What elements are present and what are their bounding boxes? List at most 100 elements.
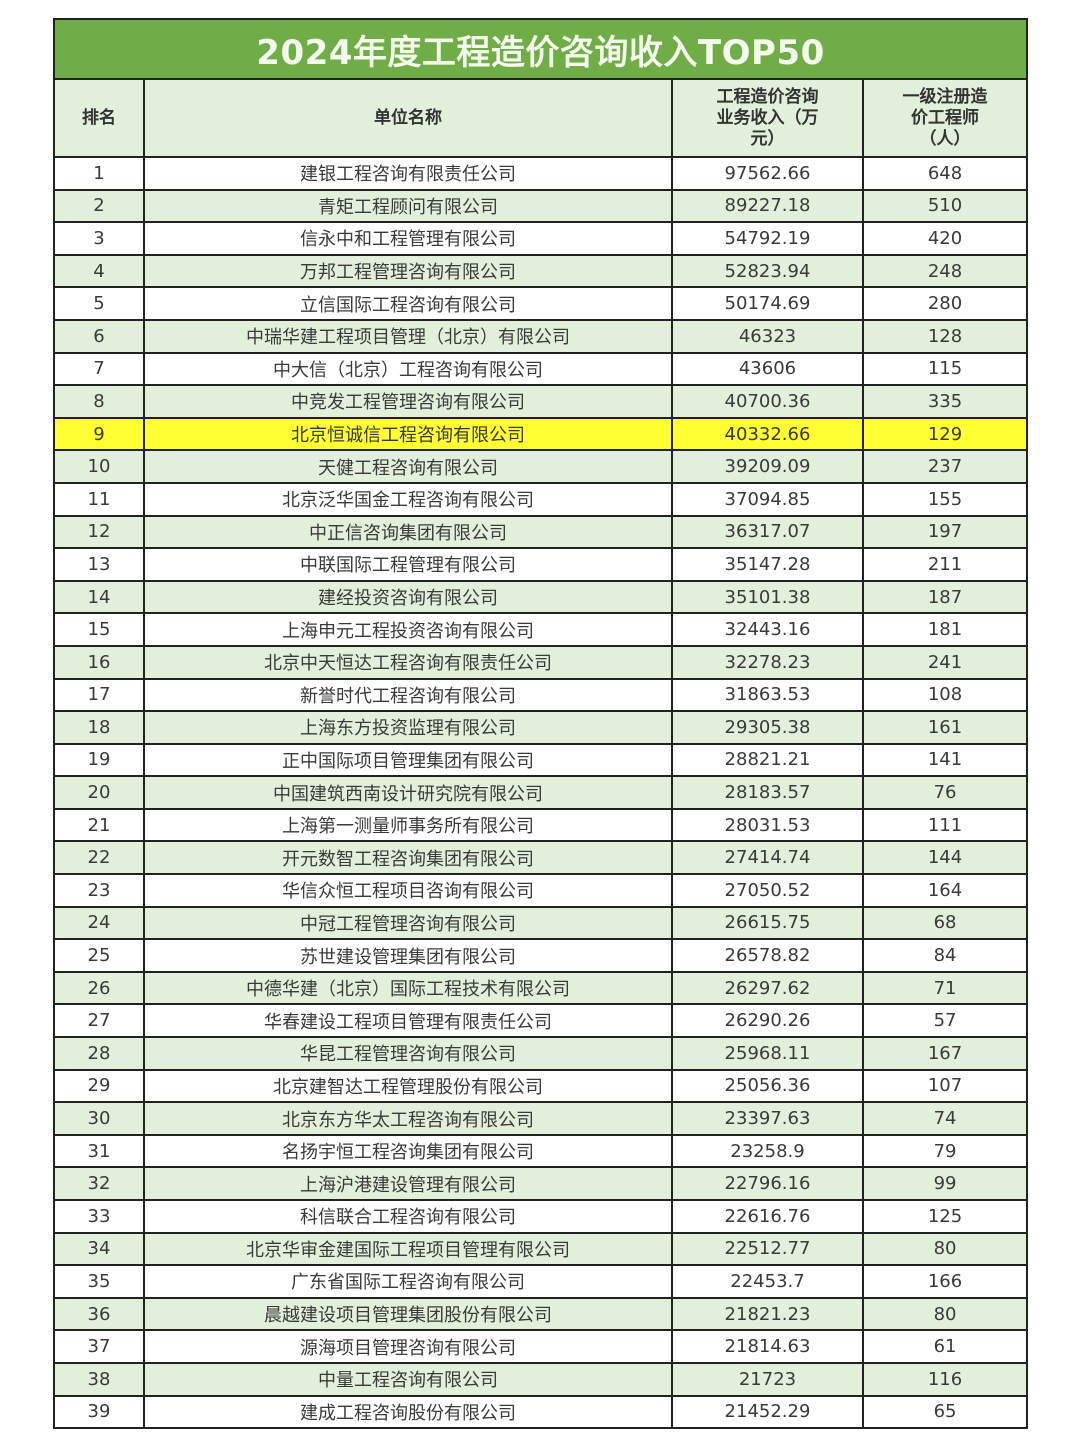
cell-rank: 14 [53,579,145,615]
cell-revenue: 29305.38 [671,710,864,745]
cell-name: 苏世建设管理集团有限公司 [143,938,673,973]
cell-name: 新誉时代工程咨询有限公司 [143,677,673,713]
header-engineers: 一级注册造价工程师（人） [861,78,1029,158]
cell-name: 青矩工程顾问有限公司 [143,188,673,224]
cell-name: 上海东方投资监理有限公司 [143,710,673,745]
cell-rank: 17 [53,677,145,713]
cell-revenue: 52823.94 [671,253,864,289]
cell-rank: 30 [53,1101,145,1136]
cell-name: 中正信咨询集团有限公司 [143,514,673,550]
table-row: 31 名扬宇恒工程咨询集团有限公司 23258.9 79 [53,1133,1029,1169]
cell-name: 正中国际项目管理集团有限公司 [143,742,673,778]
cell-rank: 21 [53,807,145,843]
cell-name: 万邦工程管理咨询有限公司 [143,253,673,289]
table-row: 2 青矩工程顾问有限公司 89227.18 510 [53,188,1029,224]
cell-name: 立信国际工程咨询有限公司 [143,286,673,321]
cell-revenue: 26615.75 [671,905,864,941]
cell-engineers: 237 [861,449,1029,484]
table-row: 17 新誉时代工程咨询有限公司 31863.53 108 [53,677,1029,713]
cell-name: 建成工程咨询股份有限公司 [143,1394,673,1430]
cell-revenue: 23258.9 [671,1133,864,1169]
cell-name: 中德华建（北京）国际工程技术有限公司 [143,970,673,1006]
cell-name: 华昆工程管理咨询有限公司 [143,1036,673,1071]
cell-name: 华信众恒工程项目咨询有限公司 [143,873,673,908]
cell-engineers: 164 [861,873,1029,908]
cell-revenue: 28183.57 [671,775,864,810]
table-row: 21 上海第一测量师事务所有限公司 28031.53 111 [53,807,1029,843]
cell-engineers: 241 [861,644,1029,680]
table-row: 11 北京泛华国金工程咨询有限公司 37094.85 155 [53,481,1029,517]
cell-revenue: 54792.19 [671,221,864,256]
cell-rank: 22 [53,840,145,876]
table-row: 36 晨越建设项目管理集团股份有限公司 21821.23 80 [53,1296,1029,1332]
header-engineers-text: 一级注册造价工程师（人） [902,86,988,149]
cell-name: 中冠工程管理咨询有限公司 [143,905,673,941]
cell-engineers: 181 [861,612,1029,647]
cell-rank: 2 [53,188,145,224]
title-row: 2024年度工程造价咨询收入TOP50 [52,18,1029,80]
cell-revenue: 31863.53 [671,677,864,713]
table-row: 13 中联国际工程管理有限公司 35147.28 211 [53,547,1029,582]
header-rank: 排名 [53,78,145,158]
cell-revenue: 21452.29 [671,1394,864,1430]
cell-revenue: 26297.62 [671,970,864,1006]
cell-engineers: 211 [861,547,1029,582]
cell-revenue: 32443.16 [671,612,864,647]
cell-engineers: 80 [861,1231,1029,1267]
cell-engineers: 57 [861,1003,1029,1039]
cell-revenue: 26290.26 [671,1003,864,1039]
cell-name: 开元数智工程咨询集团有限公司 [143,840,673,876]
cell-name: 名扬宇恒工程咨询集团有限公司 [143,1133,673,1169]
cell-rank: 12 [53,514,145,550]
cell-revenue: 36317.07 [671,514,864,550]
table-row: 26 中德华建（北京）国际工程技术有限公司 26297.62 71 [53,970,1029,1006]
cell-rank: 8 [53,384,145,419]
cell-engineers: 161 [861,710,1029,745]
cell-engineers: 84 [861,938,1029,973]
cell-engineers: 125 [861,1199,1029,1234]
cell-rank: 16 [53,644,145,680]
cell-revenue: 89227.18 [671,188,864,224]
cell-rank: 7 [53,351,145,387]
cell-rank: 36 [53,1296,145,1332]
cell-revenue: 23397.63 [671,1101,864,1136]
cell-revenue: 22512.77 [671,1231,864,1267]
cell-revenue: 35101.38 [671,579,864,615]
cell-engineers: 107 [861,1068,1029,1104]
cell-revenue: 43606 [671,351,864,387]
cell-name: 北京建智达工程管理股份有限公司 [143,1068,673,1104]
cell-name: 晨越建设项目管理集团股份有限公司 [143,1296,673,1332]
cell-rank: 27 [53,1003,145,1039]
table-row: 39 建成工程咨询股份有限公司 21452.29 65 [53,1394,1029,1430]
cell-engineers: 74 [861,1101,1029,1136]
cell-engineers: 129 [861,416,1029,452]
cell-name: 中量工程咨询有限公司 [143,1361,673,1397]
table-row: 37 源海项目管理咨询有限公司 21814.63 61 [53,1329,1029,1364]
cell-engineers: 187 [861,579,1029,615]
cell-rank: 38 [53,1361,145,1397]
cell-rank: 35 [53,1264,145,1299]
cell-name: 北京华审金建国际工程项目管理有限公司 [143,1231,673,1267]
cell-engineers: 68 [861,905,1029,941]
cell-engineers: 648 [861,156,1029,191]
table-row: 27 华春建设工程项目管理有限责任公司 26290.26 57 [53,1003,1029,1039]
cell-revenue: 46323 [671,318,864,354]
cell-rank: 13 [53,547,145,582]
cell-rank: 37 [53,1329,145,1364]
cell-rank: 6 [53,318,145,354]
cell-name: 华春建设工程项目管理有限责任公司 [143,1003,673,1039]
cell-rank: 28 [53,1036,145,1071]
cell-engineers: 76 [861,775,1029,810]
cell-rank: 39 [53,1394,145,1430]
header-revenue-text: 工程造价咨询业务收入（万元） [716,86,819,149]
cell-name: 北京中天恒达工程咨询有限责任公司 [143,644,673,680]
table-row: 10 天健工程咨询有限公司 39209.09 237 [53,449,1029,484]
cell-rank: 5 [53,286,145,321]
table-row: 32 上海沪港建设管理有限公司 22796.16 99 [53,1166,1029,1201]
cell-rank: 18 [53,710,145,745]
cell-rank: 20 [53,775,145,810]
header-row: 排名 单位名称 工程造价咨询业务收入（万元） 一级注册造价工程师（人） [53,78,1029,158]
cell-engineers: 115 [861,351,1029,387]
table-row: 8 中竞发工程管理咨询有限公司 40700.36 335 [53,384,1029,419]
cell-revenue: 40332.66 [671,416,864,452]
